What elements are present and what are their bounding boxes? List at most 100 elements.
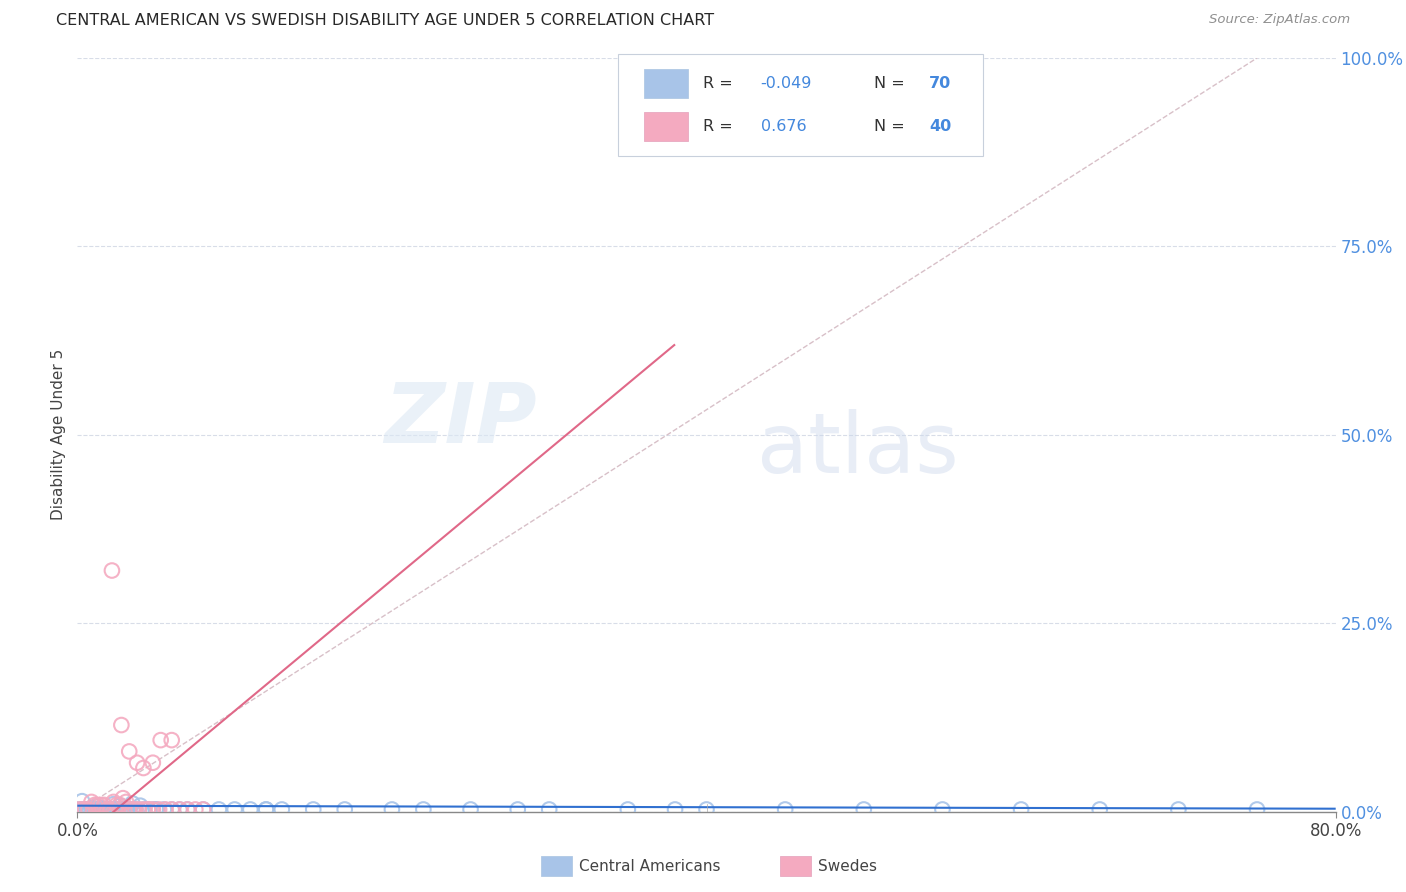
Point: [129, 798, 152, 813]
Point: [696, 802, 718, 816]
Point: [111, 791, 134, 805]
Point: [105, 802, 128, 816]
Point: [67, 802, 90, 816]
Point: [70, 802, 93, 816]
Point: [239, 802, 262, 816]
Text: N =: N =: [875, 76, 910, 91]
Text: atlas: atlas: [756, 409, 959, 491]
Point: [110, 802, 132, 816]
Point: [84, 799, 107, 814]
Point: [94, 802, 117, 816]
Point: [75, 802, 97, 816]
Point: [121, 802, 143, 816]
Point: [107, 802, 129, 816]
Point: [104, 802, 127, 816]
Point: [664, 51, 686, 65]
Point: [91, 802, 114, 816]
Point: [191, 802, 215, 816]
Point: [101, 564, 124, 578]
Point: [94, 802, 117, 816]
Point: [617, 802, 640, 816]
Point: [101, 802, 124, 816]
Point: [117, 802, 139, 816]
Text: R =: R =: [703, 119, 742, 134]
Text: Swedes: Swedes: [818, 859, 877, 873]
Point: [96, 802, 118, 816]
Point: [333, 802, 356, 816]
Point: [98, 802, 121, 816]
Point: [77, 802, 100, 816]
Point: [136, 802, 159, 816]
Point: [224, 802, 246, 816]
Point: [160, 802, 183, 816]
Text: Source: ZipAtlas.com: Source: ZipAtlas.com: [1209, 13, 1350, 27]
Point: [67, 802, 90, 816]
Point: [773, 802, 796, 816]
Point: [1167, 802, 1189, 816]
Point: [664, 802, 686, 816]
Text: 40: 40: [929, 119, 952, 134]
Point: [852, 802, 875, 816]
FancyBboxPatch shape: [619, 54, 983, 156]
Point: [145, 802, 167, 816]
Point: [96, 802, 118, 816]
Point: [108, 797, 131, 812]
Point: [132, 802, 155, 816]
Point: [142, 802, 165, 816]
FancyBboxPatch shape: [644, 70, 688, 98]
Point: [121, 797, 143, 811]
Point: [191, 802, 215, 816]
Point: [254, 802, 277, 816]
Point: [184, 802, 207, 816]
Point: [155, 802, 177, 816]
Point: [77, 802, 100, 816]
Point: [90, 797, 112, 812]
Point: [110, 718, 132, 732]
Point: [103, 797, 125, 812]
Point: [93, 797, 115, 812]
Text: -0.049: -0.049: [761, 76, 813, 91]
Y-axis label: Disability Age Under 5: Disability Age Under 5: [51, 350, 66, 520]
Point: [1088, 802, 1111, 816]
Point: [124, 802, 146, 816]
Point: [160, 733, 183, 747]
Point: [75, 802, 97, 816]
Point: [83, 802, 105, 816]
Text: 0.676: 0.676: [761, 119, 806, 134]
Point: [153, 802, 176, 816]
Point: [114, 802, 136, 816]
Point: [142, 756, 165, 770]
Point: [176, 802, 198, 816]
Text: CENTRAL AMERICAN VS SWEDISH DISABILITY AGE UNDER 5 CORRELATION CHART: CENTRAL AMERICAN VS SWEDISH DISABILITY A…: [56, 13, 714, 29]
Point: [127, 756, 149, 770]
Point: [89, 802, 111, 816]
Point: [90, 801, 112, 815]
Point: [412, 802, 434, 816]
Point: [118, 802, 141, 816]
Point: [93, 802, 115, 816]
Point: [931, 802, 953, 816]
Point: [136, 802, 159, 816]
Point: [136, 802, 159, 816]
Point: [1246, 802, 1268, 816]
Point: [128, 802, 150, 816]
Point: [105, 797, 128, 812]
Point: [87, 802, 110, 816]
Point: [538, 802, 561, 816]
Text: N =: N =: [875, 119, 910, 134]
Point: [103, 795, 125, 809]
Point: [149, 733, 172, 747]
Point: [176, 802, 198, 816]
Point: [302, 802, 325, 816]
Point: [118, 744, 141, 758]
Point: [70, 794, 93, 808]
Text: 70: 70: [929, 76, 952, 91]
Point: [132, 802, 155, 816]
Point: [460, 802, 482, 816]
Point: [97, 802, 120, 816]
Point: [115, 802, 138, 816]
Point: [76, 802, 98, 816]
Text: R =: R =: [703, 76, 738, 91]
Point: [142, 802, 165, 816]
Point: [145, 802, 167, 816]
